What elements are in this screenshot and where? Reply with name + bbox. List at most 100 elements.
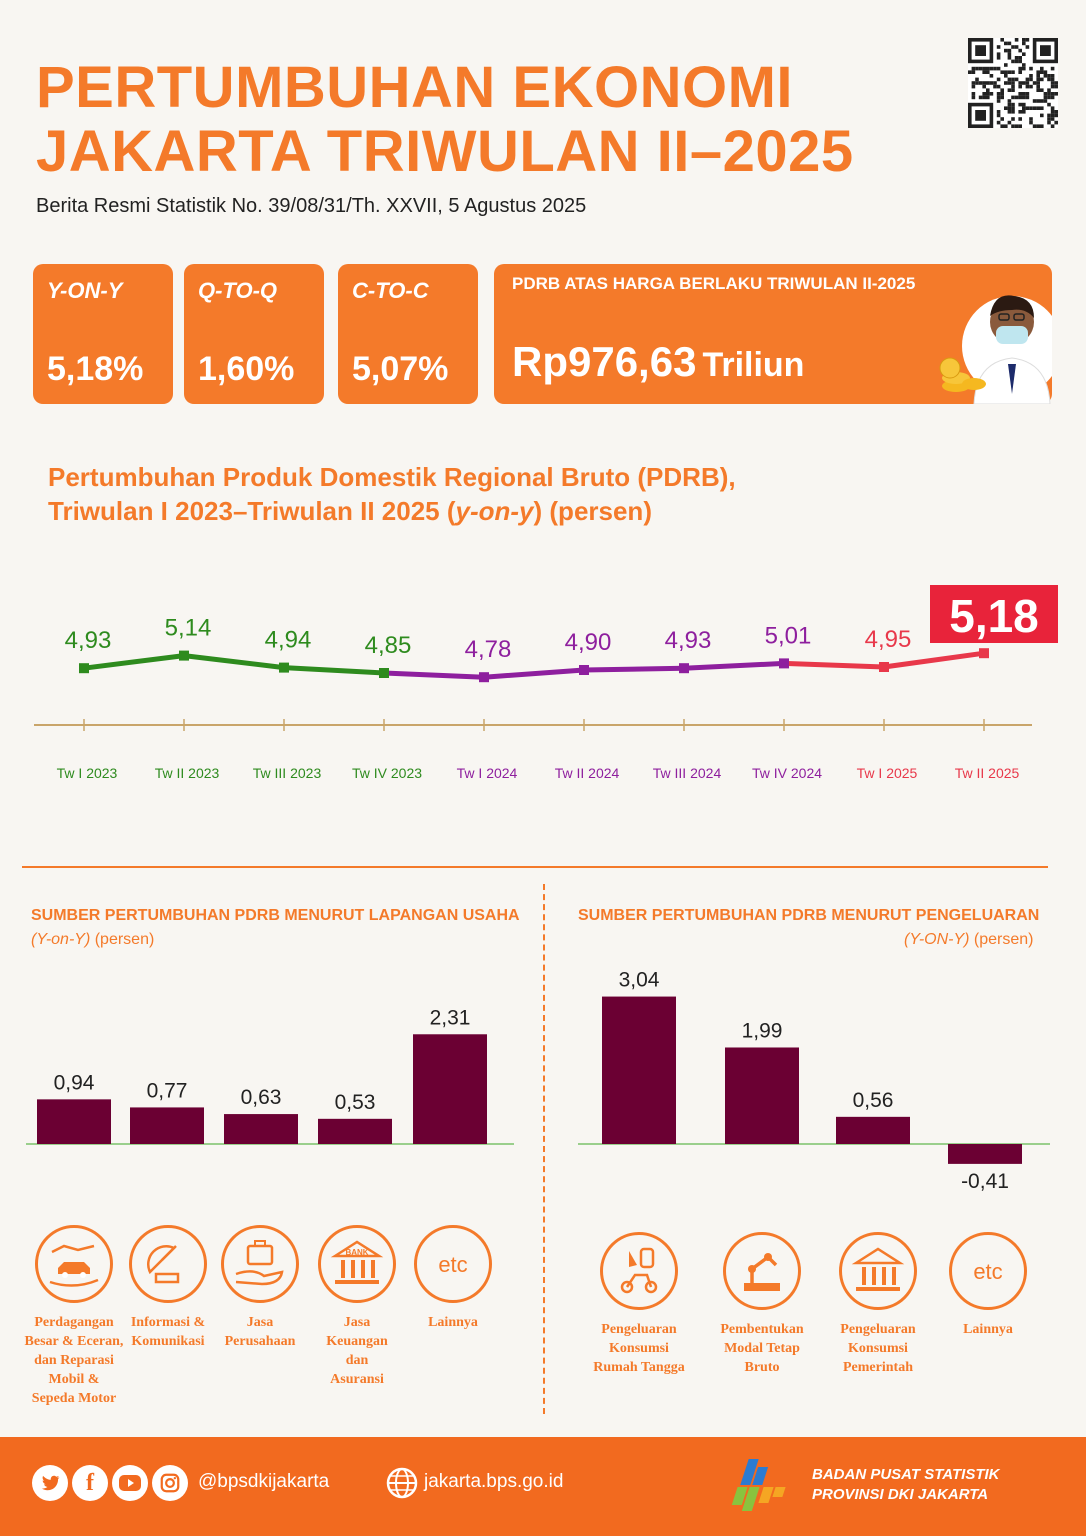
icon-label-line: Keuangan [326,1334,388,1349]
bar [836,1116,910,1144]
bar [413,1034,487,1144]
icon-label-line: Konsumsi [609,1341,669,1356]
svg-text:etc: etc [438,1252,467,1277]
data-label: 1,99 [742,1019,783,1042]
bank-icon: BANK [318,1225,396,1303]
officer-illustration-icon [939,295,1052,404]
icon-label-line: Lainnya [963,1322,1013,1337]
icon-label-line: Pengeluaran [840,1322,916,1337]
government-building-icon [839,1232,917,1310]
bar [948,1144,1022,1164]
svg-text:etc: etc [973,1259,1002,1284]
section-divider [22,866,1048,868]
ctoc-card: C-TO-C 5,07% [338,264,478,404]
icon-label: Jasa Keuangan dan Asuransi [302,1313,412,1389]
icon-label: Pengeluaran Konsumsi Rumah Tangga [584,1320,694,1377]
x-tick-label: Tw IV 2024 [752,765,822,781]
data-point [579,665,589,675]
social-handle[interactable]: @bpsdkijakarta [198,1471,330,1492]
icon-label: Pembentukan Modal Tetap Bruto [707,1320,817,1377]
left-sub-rest: (persen) [90,931,155,948]
data-point [279,662,289,673]
youtube-icon[interactable] [112,1465,148,1501]
robot-arm-icon [723,1232,801,1310]
data-point [979,648,989,659]
icon-label-line: Mobil & [48,1372,100,1387]
data-label: 4,90 [565,629,612,656]
yoy-card: Y-ON-Y 5,18% [33,264,173,404]
line-chart-title-2: Triwulan I 2023–Triwulan II 2025 (y-on-y… [48,494,736,528]
pdrb-line-chart: Tw I 2023 4,93 Tw II 2023 5,14 Tw III 2023 4,… [34,585,1058,781]
footer: f @bpsdkijakarta jakarta.bps.go.id BADAN… [0,1437,1086,1536]
data-point [479,672,489,683]
left-sub-italic: (Y-on-Y) [31,931,91,948]
website-link[interactable]: jakarta.bps.go.id [424,1471,564,1492]
data-label: 5,14 [165,615,212,642]
pdrb-card: PDRB ATAS HARGA BERLAKU TRIWULAN II-2025… [494,264,1052,404]
ctoc-value: 5,07% [352,350,449,388]
icon-label: Jasa Perusahaan [205,1313,315,1351]
data-label: 4,93 [65,627,112,654]
qr-code-icon[interactable] [968,38,1058,128]
yoy-value: 5,18% [47,350,144,388]
bps-name: BADAN PUSAT STATISTIK PROVINSI DKI JAKAR… [812,1465,1000,1505]
series-segment [681,660,787,671]
x-tick-label: Tw IV 2023 [352,765,422,781]
series-segment [481,667,587,680]
data-point [79,663,89,674]
x-tick-label: Tw I 2025 [857,765,918,781]
data-point [179,650,189,661]
icon-label-line: Jasa [343,1315,371,1330]
icon-label-line: Pemerintah [843,1360,913,1375]
bar [602,996,676,1144]
icon-label-line: Besar & Eceran, [24,1334,124,1349]
facebook-icon[interactable]: f [72,1465,108,1501]
left-bar-chart: 0,94 0,77 0,63 0,53 2,31 [26,1006,514,1145]
svg-text:BANK: BANK [345,1248,368,1257]
title-line-1: PERTUMBUHAN EKONOMI [36,55,794,120]
x-tick-label: Tw III 2023 [253,765,322,781]
bps-name-line-1: BADAN PUSAT STATISTIK [812,1466,1000,1483]
icon-label-line: Jasa [246,1315,274,1330]
left-chart-title: SUMBER PERTUMBUHAN PDRB MENURUT LAPANGAN… [31,907,520,924]
briefcase-hand-icon [221,1225,299,1303]
icon-label-line: Sepeda Motor [31,1391,117,1406]
pdrb-label: PDRB ATAS HARGA BERLAKU TRIWULAN II-2025 [512,274,916,293]
right-chart-title: SUMBER PERTUMBUHAN PDRB MENURUT PENGELUA… [578,907,1040,924]
icon-label: Lainnya [933,1320,1043,1339]
icon-label: Perdagangan Besar & Eceran, dan Reparasi Mo… [19,1313,129,1408]
x-tick-label: Tw II 2024 [555,765,620,781]
pdrb-value: Rp976,63 [512,338,697,385]
data-label: -0,41 [961,1170,1009,1193]
pdrb-value-row: Rp976,63 Triliun [512,338,804,386]
icon-label-line: Konsumsi [848,1341,908,1356]
x-tick-label: Tw I 2023 [57,765,118,781]
data-label: 0,77 [147,1079,188,1102]
instagram-icon[interactable] [152,1465,188,1501]
qtoq-label: Q-TO-Q [198,278,278,303]
icon-label-line: Pembentukan [720,1322,804,1337]
bps-name-line-2: PROVINSI DKI JAKARTA [812,1486,989,1503]
icon-label-line: Modal Tetap Bruto [724,1341,800,1375]
satellite-dish-icon [129,1225,207,1303]
icon-label-line: Perdagangan [34,1315,114,1330]
etc-icon: etc [414,1225,492,1303]
icon-label-line: dan Reparasi [34,1353,114,1368]
bps-logo-icon [731,1459,786,1511]
right-bar-chart: 3,04 1,99 0,56 -0,41 [578,969,1050,1193]
data-point [679,663,689,674]
title-part-b: y-on-y [455,496,534,526]
data-point [379,668,389,678]
icon-label: Pengeluaran Konsumsi Pemerintah [823,1320,933,1377]
icon-label: Informasi & Komunikasi [113,1313,223,1351]
title-part-c: ) (persen) [533,496,652,526]
x-tick-label: Tw III 2024 [653,765,722,781]
series-segment [881,650,987,670]
twitter-icon[interactable] [32,1465,68,1501]
icon-label: Lainnya [398,1313,508,1332]
icon-label-line: dan [345,1353,369,1368]
icon-label-line: Perusahaan [224,1334,296,1349]
etc-icon: etc [949,1232,1027,1310]
page-subtitle: Berita Resmi Statistik No. 39/08/31/Th. … [36,195,587,217]
data-label: 4,93 [665,627,712,654]
